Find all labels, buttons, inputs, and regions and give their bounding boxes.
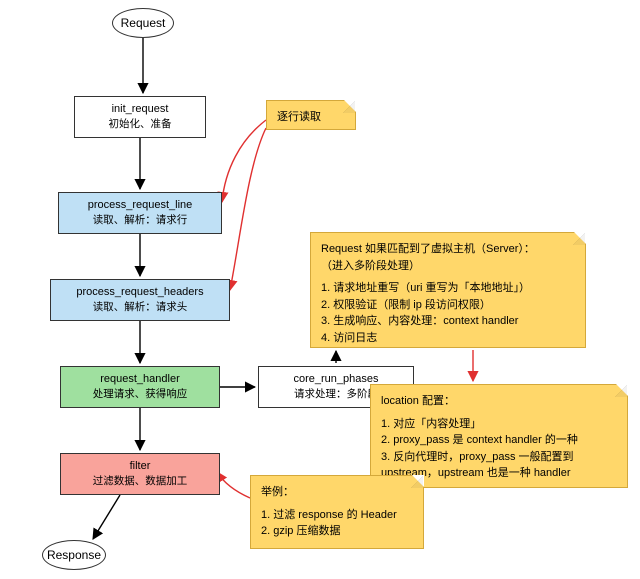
box-line-sub: 读取、解析：请求行: [93, 213, 188, 228]
box-init-title: init_request: [112, 102, 169, 117]
note-line: 3. 反向代理时，proxy_pass 一般配置到: [381, 449, 617, 466]
box-headers-sub: 读取、解析：请求头: [93, 300, 188, 315]
note-line: 2. gzip 压缩数据: [261, 523, 413, 540]
terminal-response: Response: [42, 540, 106, 570]
box-init-request: init_request 初始化、准备: [74, 96, 206, 138]
note-read-text: 逐行读取: [277, 111, 321, 123]
box-filter-sub: 过滤数据、数据加工: [93, 474, 188, 489]
note-line: 1. 过滤 response 的 Header: [261, 507, 413, 524]
box-phases-title: core_run_phases: [293, 372, 378, 387]
box-process-request-headers: process_request_headers 读取、解析：请求头: [50, 279, 230, 321]
note-line: 3. 生成响应、内容处理：context handler: [321, 313, 575, 330]
box-request-handler: request_handler 处理请求、获得响应: [60, 366, 220, 408]
box-handler-sub: 处理请求、获得响应: [93, 387, 188, 402]
terminal-response-label: Response: [47, 548, 101, 562]
note-location-config: location 配置： 1. 对应「内容处理」2. proxy_pass 是 …: [370, 384, 628, 488]
flowchart-canvas: Request Response init_request 初始化、准备 pro…: [0, 0, 640, 579]
note-line: 2. 权限验证（限制 ip 段访问权限）: [321, 297, 575, 314]
box-phases-sub: 请求处理：多阶段: [294, 387, 378, 402]
note-line: （进入多阶段处理）: [321, 258, 575, 275]
terminal-request-label: Request: [121, 16, 166, 30]
note-line: 4. 访问日志: [321, 330, 575, 347]
note-line: location 配置：: [381, 393, 617, 410]
note-line: Request 如果匹配到了虚拟主机（Server）：: [321, 241, 575, 258]
note-line: 1. 请求地址重写（uri 重写为「本地地址」）: [321, 280, 575, 297]
box-headers-title: process_request_headers: [76, 285, 203, 300]
box-line-title: process_request_line: [88, 198, 193, 213]
note-read-line-by-line: 逐行读取: [266, 100, 356, 130]
box-filter: filter 过滤数据、数据加工: [60, 453, 220, 495]
note-server-phases: Request 如果匹配到了虚拟主机（Server）：（进入多阶段处理） 1. …: [310, 232, 586, 348]
box-filter-title: filter: [130, 459, 151, 474]
note-line: 举例：: [261, 484, 413, 501]
box-handler-title: request_handler: [100, 372, 180, 387]
box-process-request-line: process_request_line 读取、解析：请求行: [58, 192, 222, 234]
box-init-sub: 初始化、准备: [109, 117, 172, 132]
note-line: 1. 对应「内容处理」: [381, 416, 617, 433]
note-line: 2. proxy_pass 是 context handler 的一种: [381, 432, 617, 449]
terminal-request: Request: [112, 8, 174, 38]
note-filter-examples: 举例： 1. 过滤 response 的 Header2. gzip 压缩数据: [250, 475, 424, 549]
